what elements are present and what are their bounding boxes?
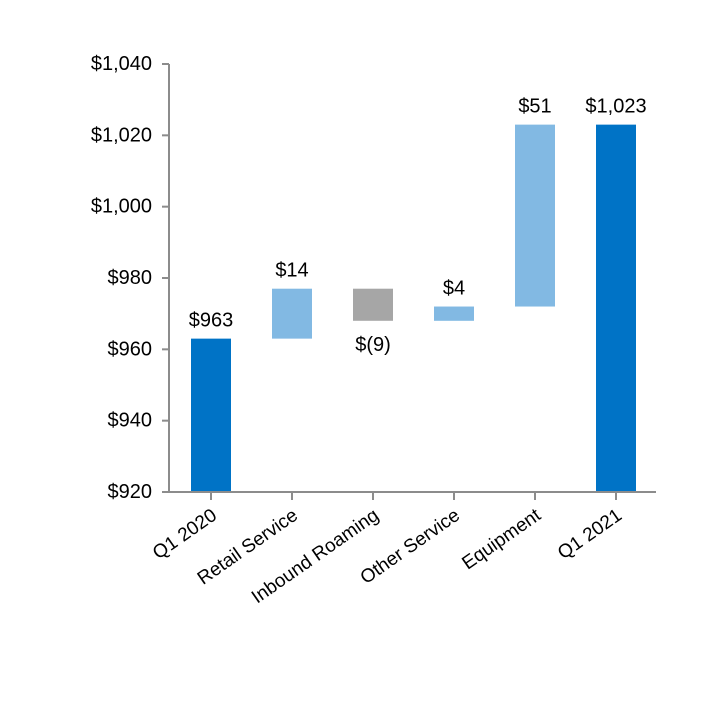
data-label-equipment: $51 [518,96,551,118]
data-label-q1-2020: $963 [189,310,234,332]
data-label-retail-service: $14 [275,260,308,282]
y-tick-label: $960 [108,338,153,360]
bar-equipment [515,124,555,307]
y-tick-label: $980 [108,267,153,289]
bar-inbound-roaming [353,288,393,321]
bar-other-service [434,306,474,321]
bar-q1-2020 [191,338,231,492]
bar-retail-service [272,288,312,339]
x-tick-label: Q1 2021 [554,505,626,564]
y-tick-label: $1,020 [91,124,152,146]
x-tick-label: Q1 2020 [149,505,221,564]
data-label-inbound-roaming: $(9) [355,334,391,356]
data-label-other-service: $4 [443,278,465,300]
y-tick-label: $1,000 [91,196,152,218]
x-tick-label: Equipment [458,504,545,574]
y-tick-label: $920 [108,481,153,503]
y-tick-label: $1,040 [91,53,152,75]
data-labels: $963 $14 $(9) $4 $51 $1,023 [189,96,647,356]
bar-q1-2021 [596,124,636,492]
data-label-q1-2021: $1,023 [585,96,646,118]
y-axis-ticks: $920 $940 $960 $980 $1,000 $1,020 $1,040 [91,53,169,503]
y-tick-label: $940 [108,410,153,432]
bars-layer [191,124,636,492]
